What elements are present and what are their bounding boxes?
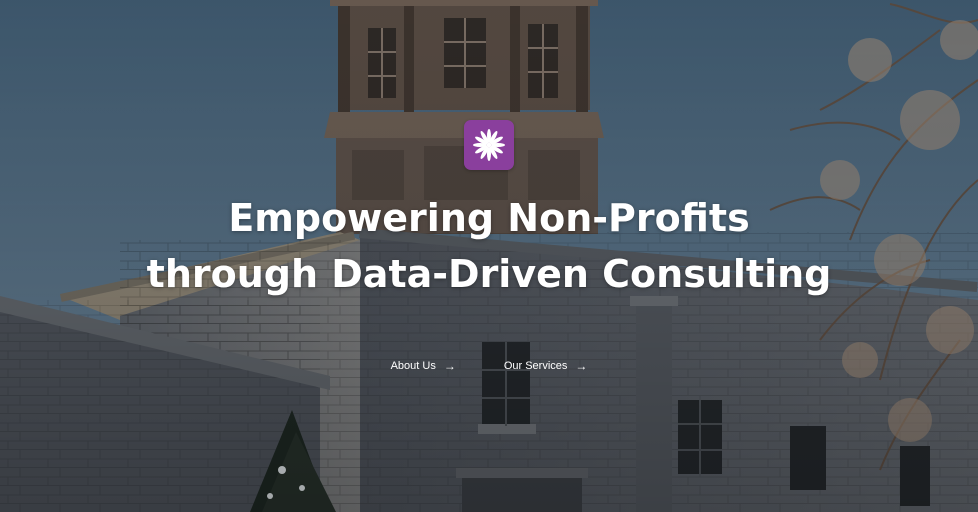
brand-logo[interactable] xyxy=(464,120,514,170)
headline-line-2: through Data-Driven Consulting xyxy=(0,246,978,302)
about-us-link[interactable]: About Us → xyxy=(391,357,456,375)
headline-line-1: Empowering Non-Profits xyxy=(0,190,978,246)
arrow-right-icon: → xyxy=(575,359,587,373)
starburst-flower-icon xyxy=(472,128,506,162)
our-services-label: Our Services xyxy=(504,360,568,372)
arrow-right-icon: → xyxy=(444,359,456,373)
cta-links: About Us → Our Services → xyxy=(0,357,978,375)
our-services-link[interactable]: Our Services → xyxy=(504,357,588,375)
about-us-label: About Us xyxy=(391,360,436,372)
hero-headline: Empowering Non-Profits through Data-Driv… xyxy=(0,190,978,302)
